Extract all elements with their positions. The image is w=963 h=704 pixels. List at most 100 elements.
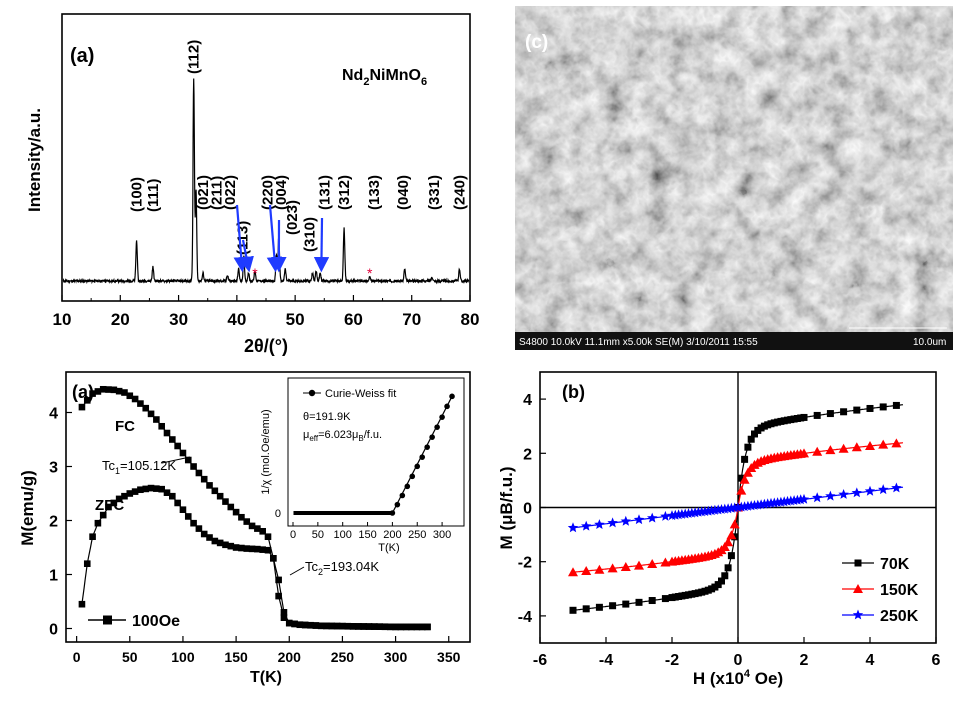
inset-fit-point-9 bbox=[434, 424, 440, 430]
inset-x-ticks: 0 50 100 150 200 250 300 bbox=[290, 522, 451, 541]
mh-xtick-label-4: 2 bbox=[800, 652, 809, 669]
mh-series-1-point bbox=[568, 567, 578, 577]
mt-zfc-point bbox=[227, 542, 235, 550]
mt-fc-point bbox=[126, 392, 134, 400]
mt-zfc-point bbox=[248, 545, 256, 553]
inset-fit-point-8 bbox=[429, 434, 435, 440]
mh-series-2-point bbox=[594, 519, 605, 529]
mh-series-0-point bbox=[741, 455, 749, 463]
xrd-xlabel: 2θ/(°) bbox=[244, 336, 288, 356]
mt-fc-point bbox=[174, 442, 181, 450]
inset-point bbox=[315, 511, 320, 515]
mh-series-2-point bbox=[891, 482, 902, 493]
inset-point bbox=[338, 511, 343, 515]
mt-zfc-point bbox=[333, 622, 341, 630]
mh-series-2-point bbox=[620, 515, 631, 526]
mt-fc-point bbox=[142, 404, 150, 412]
xrd-xtick-label-4: 50 bbox=[286, 310, 305, 329]
inset-point bbox=[377, 511, 382, 515]
mt-fc-point bbox=[184, 456, 192, 464]
mh-series-1-point bbox=[851, 442, 862, 452]
mh-panel-label: (b) bbox=[562, 382, 585, 402]
inset-point bbox=[310, 511, 315, 515]
xrd-xtick-label-6: 70 bbox=[402, 310, 421, 329]
mt-zfc-point bbox=[232, 544, 240, 551]
mt-zfc-point bbox=[381, 623, 389, 631]
mh-legend-marker-1 bbox=[853, 584, 863, 593]
mt-ytick-label-2: 2 bbox=[49, 514, 58, 531]
mh-series-1-point bbox=[812, 446, 823, 456]
mh-series-0-point bbox=[826, 410, 834, 418]
mh-series-0-point bbox=[582, 605, 590, 613]
mt-zfc-point bbox=[365, 623, 373, 630]
mh-series-1-point bbox=[865, 440, 875, 450]
xrd-hkl-label-14: (040) bbox=[395, 175, 412, 210]
inset-point bbox=[348, 511, 353, 515]
mt-zfc-point bbox=[110, 499, 118, 507]
sem-caption-bar bbox=[515, 332, 953, 350]
mt-inset: 1/χ (mol.Oe/emu) 0 0 50 100 150 200 250 300 T(… bbox=[260, 377, 465, 554]
mh-series-0-point bbox=[727, 552, 735, 560]
inset-fit-point-10 bbox=[439, 414, 445, 420]
inset-xtick-label-3: 150 bbox=[358, 529, 376, 541]
mh-xtick-label-2: -2 bbox=[665, 652, 679, 669]
inset-fit-point-1 bbox=[394, 501, 401, 508]
mh-series-1-point bbox=[607, 563, 618, 573]
mh-legend-label-2: 250K bbox=[880, 608, 919, 625]
inset-fit-point-11 bbox=[444, 403, 450, 410]
inset-point bbox=[313, 511, 318, 515]
mt-zfc-point bbox=[397, 623, 405, 631]
mt-fc-point bbox=[254, 525, 261, 532]
mh-legend-marker-0 bbox=[854, 559, 862, 567]
mt-legend: 100Oe bbox=[88, 613, 180, 630]
mh-legend-label-1: 150K bbox=[880, 582, 919, 599]
inset-xlabel: T(K) bbox=[378, 542, 399, 554]
mh-series-2-point bbox=[676, 508, 688, 519]
inset-xtick-label-1: 50 bbox=[312, 529, 324, 541]
mh-series-1-point bbox=[581, 565, 592, 575]
mt-zfc-point bbox=[184, 513, 192, 520]
mt-fc-point bbox=[211, 487, 219, 495]
mt-fc-point bbox=[190, 463, 197, 470]
xrd-hkl-labels: (100) (111) (112) (021)(211)(022) (113) (220)… bbox=[129, 40, 469, 255]
mt-zfc-point bbox=[147, 484, 155, 492]
mt-ylabel: M(emu/g) bbox=[18, 470, 37, 546]
mh-series-0-point bbox=[609, 602, 617, 610]
xrd-hkl-label-13: (133) bbox=[366, 175, 383, 210]
mh-series-0-point bbox=[800, 413, 808, 421]
mh-series-0-point bbox=[622, 600, 630, 608]
mt-zfc-point bbox=[121, 492, 128, 500]
inset-point bbox=[320, 511, 325, 515]
mh-series-2-point bbox=[779, 496, 790, 507]
xrd-hkl-label-3: (021) bbox=[195, 175, 212, 210]
xrd-hkl-label-0: (100) bbox=[129, 177, 146, 212]
mt-zfc-point bbox=[339, 622, 346, 630]
mt-zfc-point bbox=[424, 623, 431, 631]
xrd-frame bbox=[61, 13, 471, 302]
sem-image: (c) S4800 10.0kV 11.1mm x5.00k SE(M) 3/1… bbox=[515, 6, 953, 350]
mt-frame bbox=[65, 371, 471, 643]
mt-zfc-point bbox=[285, 619, 293, 627]
xrd-hkl-label-15: (331) bbox=[426, 175, 443, 210]
xrd-xtick-label-2: 30 bbox=[169, 310, 188, 329]
inset-point bbox=[345, 511, 350, 515]
mh-series-2-point bbox=[607, 517, 618, 528]
mh-ytick-label-1: -2 bbox=[518, 555, 532, 572]
mh-series-1-point bbox=[838, 443, 849, 453]
mt-zfc-point bbox=[296, 621, 304, 629]
mt-zfc-point bbox=[317, 622, 325, 630]
mh-series-1-point bbox=[719, 541, 730, 551]
mt-legend-marker bbox=[103, 615, 112, 625]
mh-series-0-point bbox=[751, 430, 758, 438]
mh-series-0-point bbox=[747, 435, 755, 443]
mh-series-0-point bbox=[744, 443, 752, 451]
mh-series-0-point bbox=[718, 577, 725, 585]
mh-series-2-point bbox=[798, 493, 810, 504]
mt-fc-point bbox=[78, 403, 86, 411]
mt-fc-point bbox=[99, 385, 107, 393]
xrd-panel: (a) Nd2NiMnO6 Intensity/a.u. 2θ/(°) 10 20… bbox=[25, 13, 479, 356]
inset-fit-point-4 bbox=[409, 473, 416, 480]
mh-series-0-point bbox=[569, 606, 577, 614]
xrd-hkl-label-12: (312) bbox=[336, 175, 353, 210]
mt-zfc-point bbox=[206, 534, 213, 541]
